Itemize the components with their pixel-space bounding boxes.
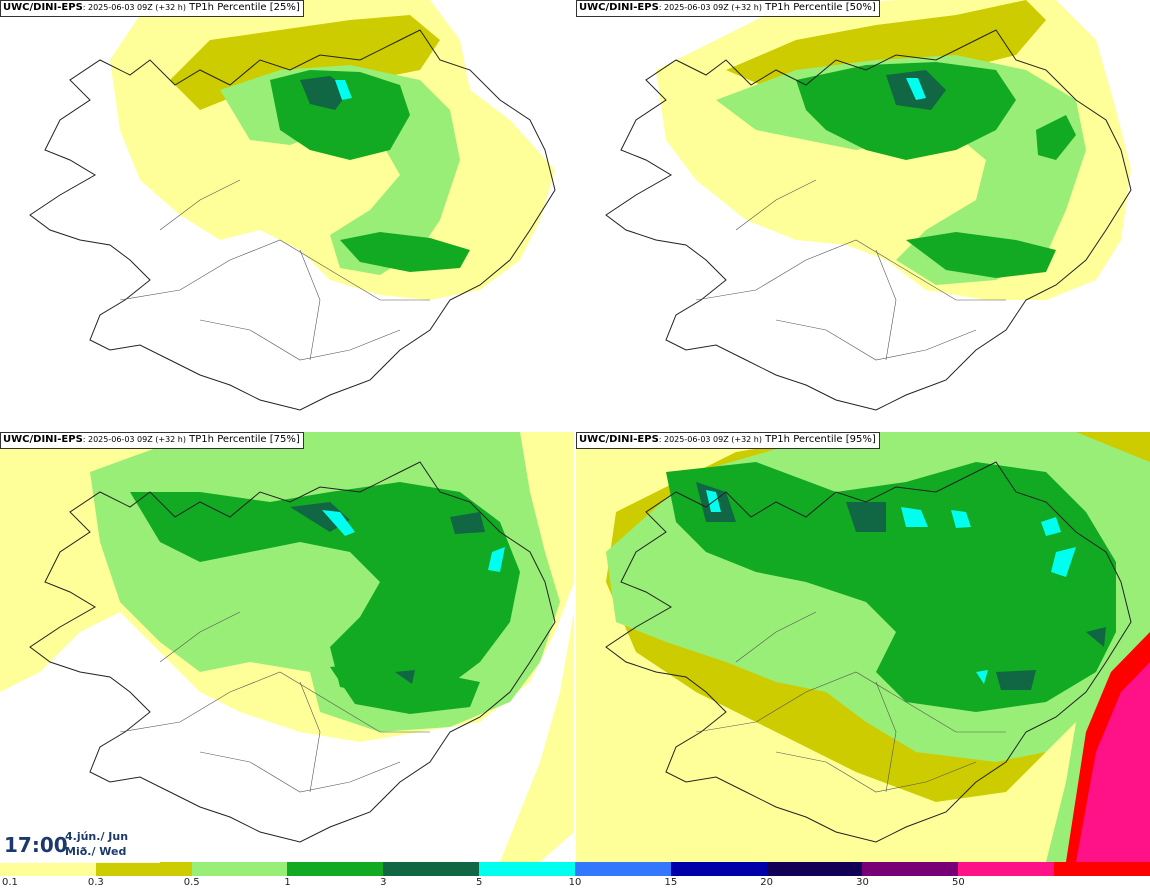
panel-title: UWC/DINI-EPS: 2025-06-03 09Z (+32 h) TP1… (0, 432, 304, 449)
model-name: UWC/DINI-EPS (579, 2, 659, 13)
precip-band-magenta (1076, 662, 1150, 862)
legend-swatch (958, 862, 1055, 876)
legend-labels: 0.1 0.3 0.5 1 3 5 10 15 20 30 50 (0, 876, 1150, 891)
model-name: UWC/DINI-EPS (3, 434, 83, 445)
model-name: UWC/DINI-EPS (579, 434, 659, 445)
legend-swatch (191, 862, 288, 876)
run-info: : 2025-06-03 09Z (+32 h) (82, 435, 186, 444)
precip-band-cyan (906, 78, 926, 100)
iceland-outline (29, 29, 556, 411)
valid-date: 4.jún./ Jun (65, 830, 129, 843)
panel-title: UWC/DINI-EPS: 2025-06-03 09Z (+32 h) TP1… (576, 432, 880, 449)
legend-swatch (670, 862, 767, 876)
legend-swatch (1054, 862, 1150, 876)
legend-swatch (95, 862, 192, 876)
iceland-outline (605, 461, 1132, 843)
precip-band-dark (290, 502, 485, 684)
precip-map-p75 (0, 432, 574, 862)
panel-title: UWC/DINI-EPS: 2025-06-03 09Z (+32 h) TP1… (576, 0, 880, 17)
road-network (119, 611, 430, 793)
legend-tick-label: 0.5 (183, 877, 200, 888)
model-name: UWC/DINI-EPS (3, 2, 83, 13)
legend-swatch (574, 862, 671, 876)
legend-tick-label: 1 (284, 877, 291, 888)
iceland-outline (29, 461, 556, 843)
field-name: TP1h Percentile [95%] (765, 434, 876, 445)
legend-swatch (287, 862, 384, 876)
panel-title: UWC/DINI-EPS: 2025-06-03 09Z (+32 h) TP1… (0, 0, 304, 17)
panel-divider (574, 0, 576, 862)
legend-tick-label: 50 (951, 877, 965, 888)
legend-tick-label: 30 (856, 877, 869, 888)
precip-band-green (340, 232, 470, 272)
road-network (695, 611, 1006, 793)
legend-tick-label: 3 (380, 877, 387, 888)
run-info: : 2025-06-03 09Z (+32 h) (658, 3, 762, 12)
field-name: TP1h Percentile [50%] (765, 2, 876, 13)
iceland-outline (605, 29, 1132, 411)
precip-band-green (130, 482, 520, 697)
road-network (695, 179, 1006, 361)
legend-tick-label: 15 (664, 877, 678, 888)
legend-swatch (0, 862, 96, 876)
precip-band-green (270, 70, 410, 160)
field-name: TP1h Percentile [25%] (189, 2, 300, 13)
map-panel-p25: UWC/DINI-EPS: 2025-06-03 09Z (+32 h) TP1… (0, 0, 574, 430)
map-panel-p75: UWC/DINI-EPS: 2025-06-03 09Z (+32 h) TP1… (0, 432, 574, 862)
precip-band-green (906, 232, 1056, 278)
map-panel-p50: UWC/DINI-EPS: 2025-06-03 09Z (+32 h) TP1… (576, 0, 1150, 430)
precip-map-p25 (29, 0, 556, 411)
run-info: : 2025-06-03 09Z (+32 h) (82, 3, 186, 12)
legend-swatch (479, 862, 575, 876)
legend-tick-label: 20 (760, 877, 774, 888)
legend-swatch (766, 862, 863, 876)
legend-tick-label: 5 (475, 877, 483, 888)
legend-tick-label: 0.1 (2, 877, 18, 888)
precip-band-green (330, 662, 480, 714)
map-panel-p95: UWC/DINI-EPS: 2025-06-03 09Z (+32 h) TP1… (576, 432, 1150, 862)
legend-tick-label: 10 (568, 877, 582, 888)
legend-tick-label: 0.3 (87, 877, 104, 888)
precip-band-green (666, 462, 1116, 712)
precip-map-p95 (576, 432, 1150, 862)
run-info: : 2025-06-03 09Z (+32 h) (658, 435, 762, 444)
road-network (119, 179, 430, 361)
valid-time-box: 17:00 4.jún./ Jun Mið./ Wed (0, 827, 160, 863)
field-name: TP1h Percentile [75%] (189, 434, 300, 445)
precip-band-green (796, 62, 1016, 160)
precip-band-green (1036, 115, 1076, 160)
legend-swatch (862, 862, 959, 876)
precip-band-cyan (335, 80, 352, 100)
legend-colorbar (0, 862, 1150, 876)
valid-weekday: Mið./ Wed (65, 845, 127, 858)
precip-map-p50 (605, 0, 1132, 411)
legend-swatch (383, 862, 480, 876)
precip-band-cyan (322, 510, 505, 572)
valid-time: 17:00 (4, 833, 68, 857)
